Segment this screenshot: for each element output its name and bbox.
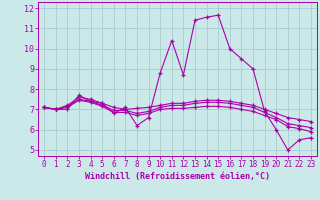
X-axis label: Windchill (Refroidissement éolien,°C): Windchill (Refroidissement éolien,°C) [85,172,270,181]
